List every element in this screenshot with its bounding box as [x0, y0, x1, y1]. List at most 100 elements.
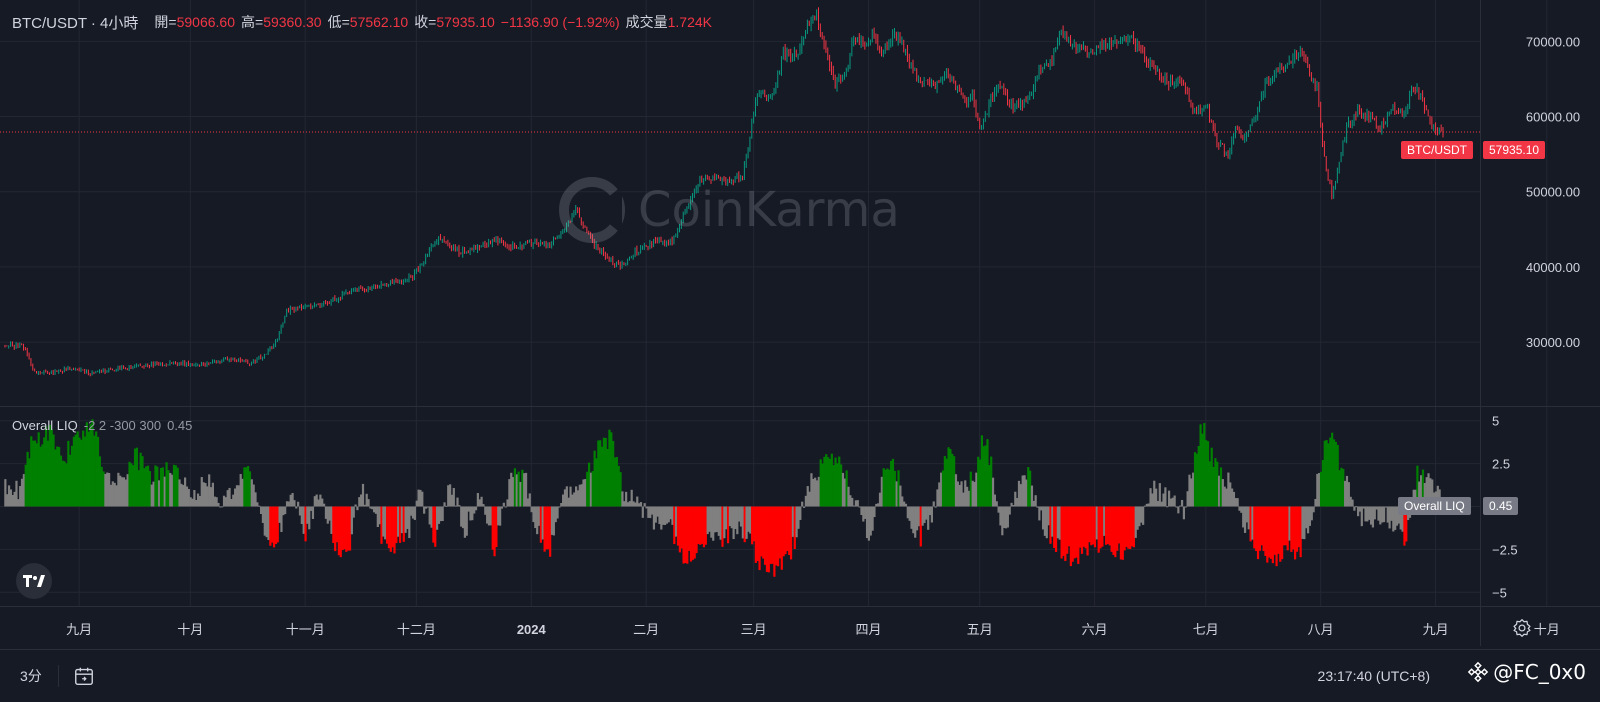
liq-bar: [1229, 482, 1232, 507]
liq-bar: [990, 456, 993, 507]
liq-bar: [337, 506, 341, 556]
liq-bar: [1056, 506, 1060, 539]
liq-bar: [250, 479, 253, 507]
liq-bar: [78, 437, 81, 507]
liq-bar: [80, 439, 83, 507]
liq-bar: [1206, 441, 1210, 507]
liq-bar: [704, 506, 707, 545]
liq-bar: [743, 506, 746, 543]
liq-bar: [276, 506, 279, 543]
liq-bar: [224, 497, 227, 507]
liq-bar: [1377, 506, 1380, 521]
liq-bar: [1047, 506, 1050, 526]
liq-bar: [964, 480, 967, 507]
liq-bar: [1016, 498, 1019, 507]
liq-bar: [1271, 506, 1274, 564]
timeframe-button[interactable]: 3分: [20, 668, 42, 684]
liq-bar: [148, 471, 151, 507]
price-tick-label: 30000.00: [1526, 335, 1580, 350]
time-tick-label: 八月: [1308, 622, 1334, 637]
liq-bar: [1366, 506, 1369, 522]
liq-bar: [232, 494, 235, 507]
liq-bar: [923, 506, 926, 524]
liq-bar: [562, 494, 565, 507]
liq-bar: [1418, 481, 1421, 507]
liq-bar: [665, 506, 669, 524]
liq-bar: [1318, 473, 1321, 507]
liq-bar: [938, 482, 941, 507]
liq-bar: [1203, 423, 1206, 507]
liq-bar: [789, 506, 793, 560]
liq-bar: [769, 506, 772, 564]
liq-bar: [1264, 506, 1267, 556]
liq-bar: [206, 486, 209, 507]
liq-bar: [869, 506, 872, 536]
liq-bar: [345, 506, 348, 552]
liq-bar: [45, 426, 48, 507]
symbol-title[interactable]: BTC/USDT · 4小時: [12, 14, 139, 32]
liq-bar: [1321, 459, 1324, 507]
calendar-icon[interactable]: [73, 665, 95, 687]
liq-bar: [495, 506, 498, 547]
liq-bar: [773, 506, 776, 577]
liq-bar: [165, 462, 168, 507]
liq-bar: [1099, 506, 1102, 549]
liq-bar: [473, 506, 476, 514]
liq-bar: [32, 440, 35, 507]
liq-bar: [209, 487, 213, 507]
liq-bar: [1169, 498, 1173, 507]
liq-bar: [150, 484, 153, 507]
liq-bar: [537, 506, 541, 526]
liq-bar: [387, 506, 391, 549]
liq-bar: [408, 506, 411, 539]
liq-bar: [1103, 506, 1106, 536]
liq-bar: [506, 499, 509, 507]
liq-bar: [1255, 506, 1258, 552]
liq-bar: [106, 472, 109, 507]
liq-bar: [1090, 506, 1093, 546]
time-tick-label: 2024: [517, 622, 547, 637]
liq-bar: [951, 453, 954, 507]
liq-bar: [306, 506, 309, 524]
liq-bar: [500, 506, 504, 509]
liq-bar: [836, 463, 839, 507]
liq-bar: [122, 477, 126, 507]
liq-bar: [1084, 506, 1087, 549]
liq-bar: [638, 503, 641, 507]
liq-bar: [1180, 499, 1184, 507]
liq-bar: [986, 439, 989, 507]
liq-bar: [736, 506, 739, 535]
liq-bar: [890, 460, 893, 507]
gear-icon[interactable]: [1512, 618, 1532, 638]
chart-canvas[interactable]: 30000.00 40000.00 50000.00 60000.00 70000.00…: [0, 0, 1600, 649]
liq-bar: [947, 447, 950, 507]
liq-bar: [265, 506, 268, 538]
toolbar-divider: [57, 665, 59, 687]
indicator-legend[interactable]: Overall LIQ -2 2 -300 300 0.45: [12, 418, 192, 433]
bottom-toolbar: 3分 23:17:40 (UTC+8) @FC_0x0: [0, 649, 1600, 702]
liq-bar: [145, 466, 148, 507]
liq-bar: [867, 506, 870, 541]
liq-bar: [1290, 506, 1293, 552]
liq-bar: [180, 483, 183, 507]
liq-bar: [1195, 453, 1198, 507]
liq-bar: [591, 471, 594, 507]
liq-bar: [1221, 479, 1224, 507]
liq-bar: [1010, 502, 1013, 507]
liq-bar: [543, 506, 546, 552]
liq-bar: [804, 495, 807, 507]
liq-bar: [439, 506, 442, 522]
liq-bar: [130, 463, 133, 507]
clock-readout[interactable]: 23:17:40 (UTC+8): [1317, 668, 1430, 684]
liq-bar: [104, 473, 107, 507]
time-tick-label: 六月: [1082, 622, 1108, 637]
liq-bar: [580, 484, 583, 507]
liq-bar: [335, 506, 339, 543]
liq-bar: [1017, 480, 1021, 507]
liq-bar: [70, 445, 74, 507]
liq-bar: [196, 493, 200, 507]
liq-bar: [282, 506, 285, 516]
liq-bar: [169, 473, 172, 507]
tradingview-logo-icon[interactable]: [16, 563, 52, 599]
